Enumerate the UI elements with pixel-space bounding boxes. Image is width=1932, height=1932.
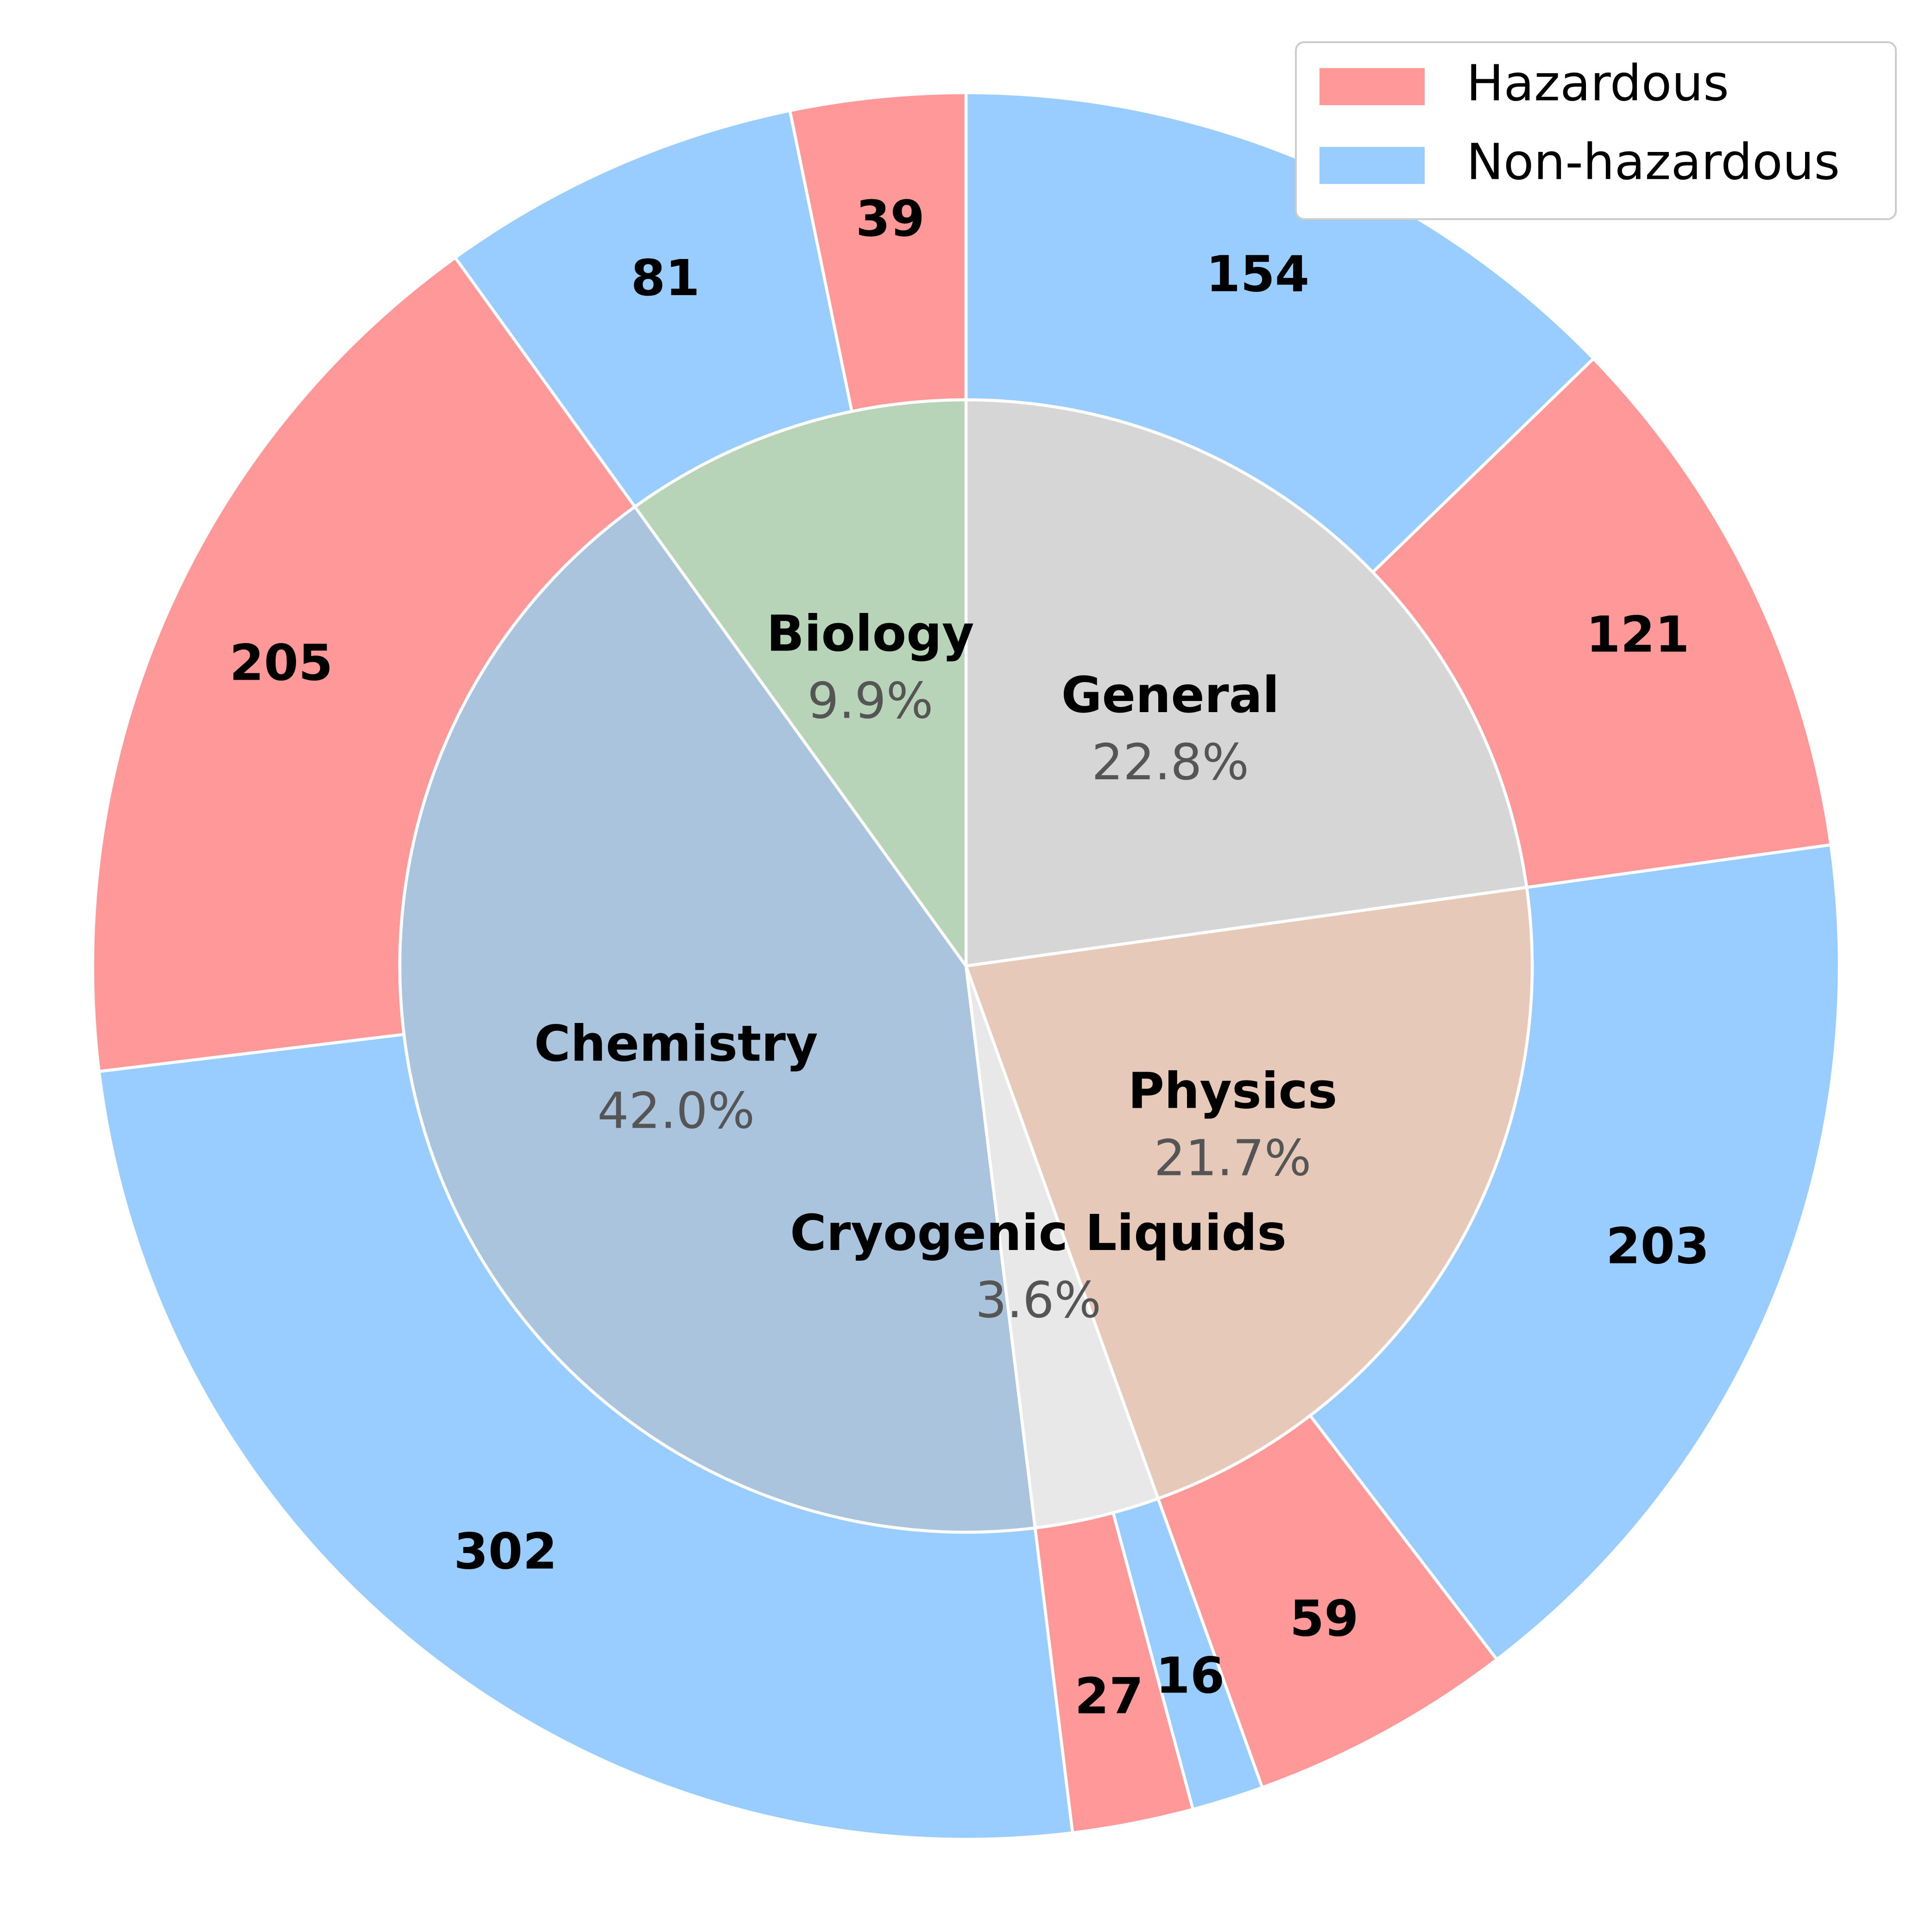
inner-category-labels: General 22.8% Physics 21.7% Cryogenic Liquid… [534,606,1338,1329]
legend-label-non-hazardous: Non-hazardous [1466,133,1840,191]
outer-value-label-8: 81 [631,250,700,307]
legend-swatch-hazardous [1320,68,1425,105]
category-percent-general: 22.8% [1092,734,1249,791]
legend: Hazardous Non-hazardous [1295,41,1897,220]
outer-value-label-6: 302 [454,1523,557,1580]
outer-value-label-7: 205 [229,634,333,692]
category-label-physics: Physics [1128,1062,1338,1120]
inner-slice-chemistry [398,505,1037,1534]
category-percent-cryogenic-liquids: 3.6% [975,1272,1101,1329]
category-label-chemistry: Chemistry [534,1016,818,1073]
outer-value-label-2: 203 [1606,1218,1709,1275]
inner-slice-physics [964,886,1534,1500]
category-percent-biology: 9.9% [808,673,934,730]
category-percent-chemistry: 42.0% [597,1083,755,1140]
outer-ring [91,91,1841,1841]
legend-label-hazardous: Hazardous [1466,55,1729,112]
outer-value-label-0: 154 [1206,246,1309,303]
outer-value-label-9: 39 [856,190,925,248]
category-label-biology: Biology [766,606,974,663]
category-label-cryogenic-liquids: Cryogenic Liquids [790,1205,1287,1262]
legend-frame [1295,41,1897,220]
outer-value-label-3: 59 [1290,1590,1359,1648]
category-percent-physics: 21.7% [1154,1130,1312,1187]
inner-ring [398,398,1534,1534]
inner-slice-biology [633,398,968,968]
category-label-general: General [1061,667,1280,724]
inner-slice-general [964,398,1528,968]
outer-value-label-1: 121 [1586,606,1689,663]
legend-swatch-non-hazardous [1320,147,1425,184]
outer-value-label-4: 16 [1155,1648,1225,1705]
outer-value-label-5: 27 [1074,1668,1143,1725]
